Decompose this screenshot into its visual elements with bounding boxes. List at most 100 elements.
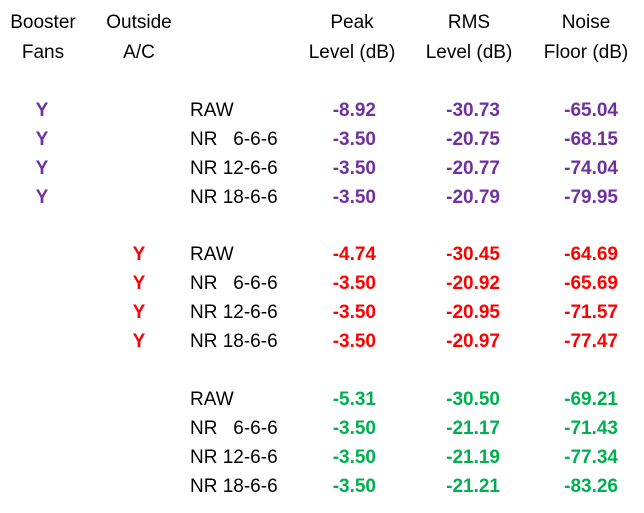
booster-fans-flag [22, 269, 62, 298]
header-noise-floor-line2: Floor (dB) [543, 42, 629, 63]
rms-level-value: -20.75 [446, 129, 500, 150]
table-row: NR 12-6-6 -3.50 -21.19 -77.34 [0, 443, 644, 472]
peak-level-value: -4.74 [332, 244, 376, 265]
booster-fans-flag [22, 240, 62, 269]
table-row: NR 18-6-6 -3.50 -21.21 -83.26 [0, 472, 644, 501]
header-noise-floor: Noise Floor (dB) [530, 8, 642, 68]
config-label: NR 12-6-6 [190, 158, 278, 179]
config-label: RAW [190, 100, 234, 121]
outside-ac-flag [119, 385, 159, 414]
config-label: NR 6-6-6 [190, 273, 278, 294]
table-row: RAW -5.31 -30.50 -69.21 [0, 385, 644, 414]
rms-level-value: -30.73 [446, 100, 500, 121]
config-label: NR 18-6-6 [190, 331, 278, 352]
noise-floor-value: -65.69 [564, 273, 618, 294]
noise-floor-value: -74.04 [564, 158, 618, 179]
outside-ac-flag [119, 96, 159, 125]
peak-level-value: -3.50 [332, 302, 376, 323]
peak-level-value: -8.92 [332, 100, 376, 121]
table-row: Y NR 6-6-6 -3.50 -20.92 -65.69 [0, 269, 644, 298]
rms-level-value: -30.45 [446, 244, 500, 265]
booster-fans-flag [22, 327, 62, 356]
outside-ac-flag [119, 443, 159, 472]
outside-ac-flag: Y [132, 273, 146, 294]
table-row: Y RAW -4.74 -30.45 -64.69 [0, 240, 644, 269]
outside-ac-flag: Y [132, 244, 146, 265]
config-label: NR 18-6-6 [190, 476, 278, 497]
peak-level-value: -3.50 [332, 273, 376, 294]
table-row: Y NR 18-6-6 -3.50 -20.97 -77.47 [0, 327, 644, 356]
header-outside-ac-line1: Outside [106, 12, 172, 33]
peak-level-value: -3.50 [332, 187, 376, 208]
config-label: NR 6-6-6 [190, 418, 278, 439]
config-label: NR 12-6-6 [190, 302, 278, 323]
outside-ac-flag [119, 472, 159, 501]
rms-level-value: -21.21 [446, 476, 500, 497]
noise-floor-value: -79.95 [564, 187, 618, 208]
booster-fans-flag [22, 414, 62, 443]
rms-level-value: -30.50 [446, 389, 500, 410]
config-label: RAW [190, 389, 234, 410]
header-peak-level-line1: Peak [330, 12, 374, 33]
noise-floor-value: -64.69 [564, 244, 618, 265]
rms-level-value: -20.92 [446, 273, 500, 294]
outside-ac-flag [119, 183, 159, 212]
header-peak-level-line2: Level (dB) [308, 42, 396, 63]
outside-ac-flag: Y [132, 302, 146, 323]
table-row: NR 6-6-6 -3.50 -21.17 -71.43 [0, 414, 644, 443]
peak-level-value: -3.50 [332, 129, 376, 150]
noise-floor-value: -83.26 [564, 476, 618, 497]
outside-ac-flag [119, 154, 159, 183]
config-label: RAW [190, 244, 234, 265]
header-booster-fans-line1: Booster [10, 12, 76, 33]
outside-ac-flag [119, 125, 159, 154]
rms-level-value: -20.79 [446, 187, 500, 208]
config-label: NR 18-6-6 [190, 187, 278, 208]
outside-ac-flag: Y [132, 331, 146, 352]
booster-fans-flag: Y [35, 129, 49, 150]
rms-level-value: -20.97 [446, 331, 500, 352]
booster-fans-flag: Y [35, 100, 49, 121]
table-row: Y NR 18-6-6 -3.50 -20.79 -79.95 [0, 183, 644, 212]
peak-level-value: -3.50 [332, 331, 376, 352]
header-rms-level-line2: Level (dB) [425, 42, 513, 63]
config-label: NR 6-6-6 [190, 129, 278, 150]
booster-fans-flag: Y [35, 158, 49, 179]
header-outside-ac: Outside A/C [96, 8, 182, 68]
config-label: NR 12-6-6 [190, 447, 278, 468]
rms-level-value: -20.77 [446, 158, 500, 179]
header-rms-level-line1: RMS [447, 12, 491, 33]
noise-floor-value: -77.47 [564, 331, 618, 352]
noise-floor-value: -71.57 [564, 302, 618, 323]
rms-level-value: -20.95 [446, 302, 500, 323]
rms-level-value: -21.19 [446, 447, 500, 468]
noise-floor-value: -69.21 [564, 389, 618, 410]
table-row: Y NR 6-6-6 -3.50 -20.75 -68.15 [0, 125, 644, 154]
table-row: Y NR 12-6-6 -3.50 -20.77 -74.04 [0, 154, 644, 183]
booster-fans-flag [22, 443, 62, 472]
peak-level-value: -3.50 [332, 158, 376, 179]
peak-level-value: -3.50 [332, 476, 376, 497]
table-row: Y NR 12-6-6 -3.50 -20.95 -71.57 [0, 298, 644, 327]
table-row: Y RAW -8.92 -30.73 -65.04 [0, 96, 644, 125]
rms-level-value: -21.17 [446, 418, 500, 439]
noise-floor-value: -68.15 [564, 129, 618, 150]
peak-level-value: -5.31 [332, 389, 376, 410]
noise-floor-value: -65.04 [564, 100, 618, 121]
header-outside-ac-line2: A/C [123, 42, 155, 63]
booster-fans-flag [22, 385, 62, 414]
booster-fans-flag: Y [35, 187, 49, 208]
header-peak-level: Peak Level (dB) [296, 8, 408, 68]
booster-fans-flag [22, 472, 62, 501]
outside-ac-flag [119, 414, 159, 443]
header-booster-fans: Booster Fans [0, 8, 86, 68]
noise-floor-value: -71.43 [564, 418, 618, 439]
header-rms-level: RMS Level (dB) [416, 8, 522, 68]
peak-level-value: -3.50 [332, 447, 376, 468]
peak-level-value: -3.50 [332, 418, 376, 439]
header-noise-floor-line1: Noise [561, 12, 611, 33]
header-booster-fans-line2: Fans [21, 42, 65, 63]
booster-fans-flag [22, 298, 62, 327]
noise-floor-value: -77.34 [564, 447, 618, 468]
